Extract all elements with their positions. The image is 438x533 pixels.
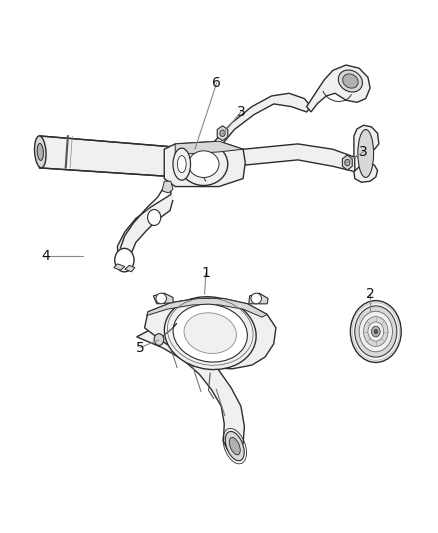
Ellipse shape [115, 248, 134, 272]
Polygon shape [217, 126, 228, 141]
Polygon shape [117, 181, 173, 264]
Ellipse shape [148, 209, 161, 225]
Ellipse shape [220, 130, 225, 136]
Polygon shape [137, 330, 244, 452]
Ellipse shape [188, 151, 219, 177]
Ellipse shape [37, 143, 43, 160]
Ellipse shape [350, 301, 401, 362]
Ellipse shape [368, 322, 384, 341]
Text: 3: 3 [237, 105, 245, 119]
Ellipse shape [154, 334, 164, 345]
Polygon shape [307, 65, 370, 112]
Ellipse shape [251, 293, 261, 304]
Ellipse shape [173, 148, 191, 180]
Text: 2: 2 [366, 287, 374, 301]
Text: 1: 1 [201, 266, 210, 280]
Polygon shape [164, 141, 245, 187]
Polygon shape [343, 155, 352, 170]
Ellipse shape [156, 293, 166, 304]
Ellipse shape [364, 317, 388, 346]
Ellipse shape [35, 136, 46, 168]
Polygon shape [354, 125, 379, 157]
Polygon shape [114, 264, 125, 270]
Text: 5: 5 [136, 341, 145, 354]
Ellipse shape [225, 432, 244, 461]
Ellipse shape [359, 311, 392, 352]
Ellipse shape [345, 159, 350, 166]
Ellipse shape [371, 326, 380, 337]
Polygon shape [249, 293, 268, 304]
Polygon shape [243, 144, 355, 172]
Ellipse shape [230, 438, 240, 455]
Ellipse shape [343, 74, 358, 88]
Polygon shape [153, 293, 173, 304]
Ellipse shape [355, 306, 397, 357]
Ellipse shape [164, 297, 256, 369]
Polygon shape [215, 93, 311, 148]
Ellipse shape [177, 156, 186, 173]
Ellipse shape [358, 130, 374, 177]
Polygon shape [147, 298, 267, 317]
Ellipse shape [184, 313, 237, 353]
Polygon shape [162, 181, 173, 193]
Text: 6: 6 [212, 76, 221, 90]
Text: 3: 3 [359, 145, 368, 159]
Polygon shape [125, 265, 135, 272]
Text: 4: 4 [42, 249, 50, 263]
Polygon shape [354, 161, 378, 182]
Polygon shape [175, 141, 243, 155]
Polygon shape [39, 136, 201, 179]
Polygon shape [145, 298, 276, 369]
Ellipse shape [338, 70, 363, 92]
Ellipse shape [173, 304, 247, 362]
Ellipse shape [180, 143, 228, 185]
Ellipse shape [374, 329, 378, 334]
